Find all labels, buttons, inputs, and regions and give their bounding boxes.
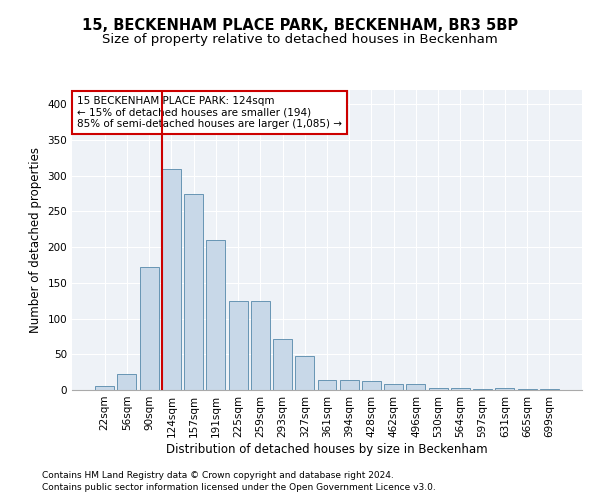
- Bar: [406, 384, 425, 390]
- Bar: [118, 374, 136, 390]
- Bar: [496, 388, 514, 390]
- Text: Size of property relative to detached houses in Beckenham: Size of property relative to detached ho…: [102, 32, 498, 46]
- Bar: [206, 240, 225, 390]
- Y-axis label: Number of detached properties: Number of detached properties: [29, 147, 42, 333]
- Bar: [184, 194, 203, 390]
- Text: 15, BECKENHAM PLACE PARK, BECKENHAM, BR3 5BP: 15, BECKENHAM PLACE PARK, BECKENHAM, BR3…: [82, 18, 518, 32]
- Bar: [384, 384, 403, 390]
- Bar: [451, 388, 470, 390]
- Bar: [317, 380, 337, 390]
- Bar: [273, 338, 292, 390]
- Bar: [162, 168, 181, 390]
- Bar: [95, 386, 114, 390]
- Bar: [362, 380, 381, 390]
- X-axis label: Distribution of detached houses by size in Beckenham: Distribution of detached houses by size …: [166, 442, 488, 456]
- Bar: [473, 388, 492, 390]
- Text: Contains public sector information licensed under the Open Government Licence v3: Contains public sector information licen…: [42, 484, 436, 492]
- Text: 15 BECKENHAM PLACE PARK: 124sqm
← 15% of detached houses are smaller (194)
85% o: 15 BECKENHAM PLACE PARK: 124sqm ← 15% of…: [77, 96, 342, 129]
- Bar: [251, 300, 270, 390]
- Bar: [340, 380, 359, 390]
- Bar: [429, 388, 448, 390]
- Text: Contains HM Land Registry data © Crown copyright and database right 2024.: Contains HM Land Registry data © Crown c…: [42, 471, 394, 480]
- Bar: [229, 300, 248, 390]
- Bar: [295, 356, 314, 390]
- Bar: [518, 388, 536, 390]
- Bar: [140, 267, 158, 390]
- Bar: [540, 388, 559, 390]
